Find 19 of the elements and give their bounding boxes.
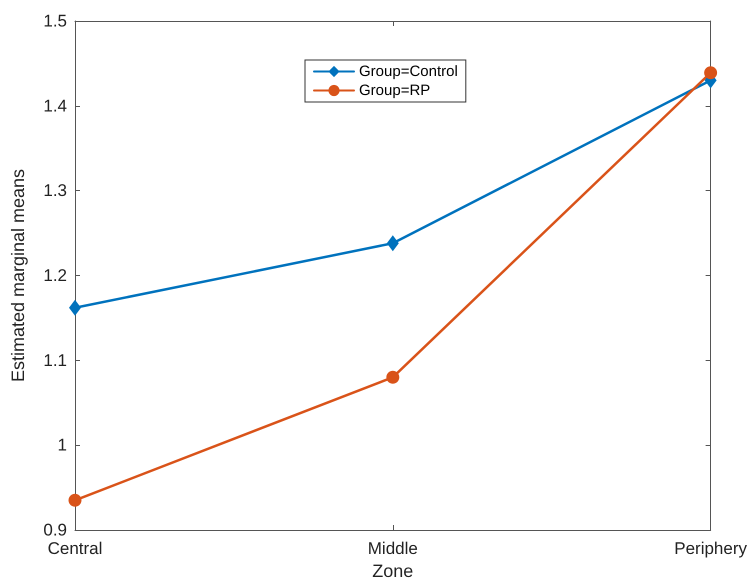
y-tick-label: 1.5: [43, 12, 67, 30]
y-tick-label: 1.2: [43, 266, 67, 285]
x-tick-label: Middle: [368, 539, 418, 558]
y-tick-label: 1: [58, 436, 67, 455]
point: [68, 494, 82, 507]
legend-label: Group=RP: [359, 82, 430, 99]
point: [386, 235, 399, 252]
y-axis-title: Estimated marginal means: [8, 168, 28, 382]
y-tick-label: 0.9: [43, 520, 67, 540]
legend-label: Group=Control: [359, 63, 458, 80]
x-tick-label: Periphery: [674, 539, 748, 558]
y-tick-label: 1.4: [43, 96, 67, 116]
point: [386, 370, 400, 384]
x-tick-label: Central: [48, 539, 102, 558]
x-axis-title: Zone: [372, 561, 414, 581]
point: [704, 66, 718, 80]
point: [69, 300, 81, 316]
y-tick-label: 1.1: [43, 350, 67, 370]
y-tick-label: 1.3: [43, 181, 67, 200]
